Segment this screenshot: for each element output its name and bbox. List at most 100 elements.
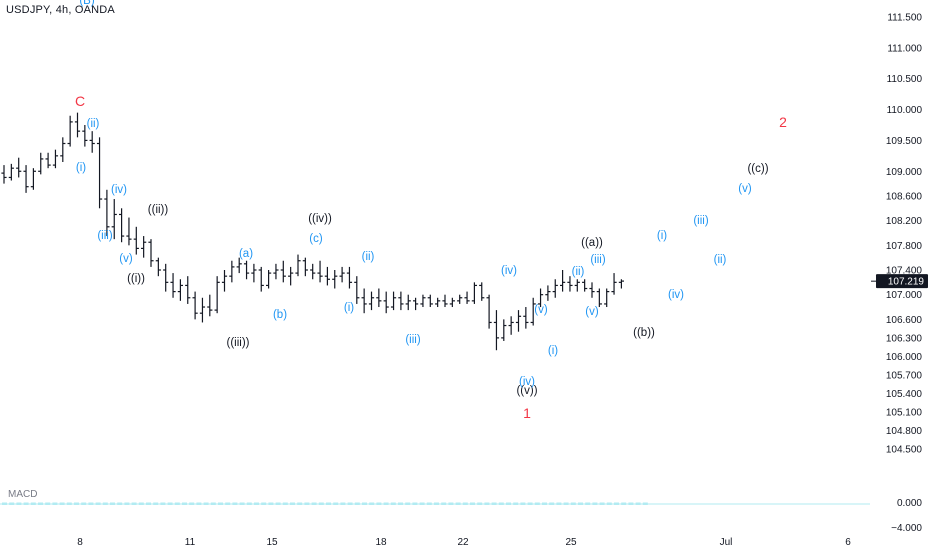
ohlc-bar <box>185 276 191 304</box>
macd-bar <box>549 502 555 505</box>
wave-label: ((ii)) <box>148 204 169 216</box>
macd-bar <box>383 502 389 505</box>
ohlc-bar <box>170 273 176 298</box>
ohlc-bar <box>8 163 14 181</box>
ohlc-bar <box>16 157 22 178</box>
wave-label: 2 <box>779 114 787 130</box>
macd-bar <box>642 502 648 505</box>
ohlc-bar <box>427 294 433 308</box>
macd-bar <box>441 502 447 505</box>
ohlc-bar <box>229 260 235 283</box>
macd-bar <box>434 502 439 505</box>
ohlc-bar <box>243 260 250 280</box>
ohlc-bar <box>82 124 88 147</box>
ohlc-bar <box>530 297 536 326</box>
ohlc-bar <box>545 285 551 301</box>
ohlc-bar <box>398 291 404 311</box>
macd-bar <box>412 502 418 505</box>
wave-label: (v) <box>738 183 752 195</box>
wave-label: ((b)) <box>633 327 655 339</box>
macd-bar <box>484 502 490 505</box>
ohlc-bar <box>493 310 500 351</box>
ohlc-bar <box>111 199 117 240</box>
price-tick-label: 105.100 <box>886 407 923 418</box>
wave-label: (b) <box>273 309 287 321</box>
macd-bar <box>246 502 252 505</box>
macd-bar <box>254 502 259 505</box>
macd-bar <box>88 502 94 505</box>
macd-bar <box>592 502 598 505</box>
wave-label: (ii) <box>572 266 585 278</box>
ohlc-bar <box>405 294 411 311</box>
ohlc-bar <box>552 279 558 298</box>
ohlc-bar <box>45 152 51 169</box>
wave-label: 1 <box>523 405 531 421</box>
price-tick-label: 110.500 <box>887 74 923 85</box>
macd-bar <box>398 502 403 505</box>
macd-bar <box>376 502 382 505</box>
ohlc-bar <box>589 282 595 298</box>
macd-bar <box>297 502 303 505</box>
macd-bar <box>520 502 526 505</box>
macd-bar <box>239 502 245 505</box>
macd-bar <box>419 502 425 505</box>
macd-bar <box>556 502 562 505</box>
ohlc-bar <box>148 239 154 267</box>
ohlc-bar <box>611 273 617 295</box>
macd-bar <box>102 502 108 505</box>
macd-bar <box>333 502 339 505</box>
ohlc-bar <box>133 226 139 255</box>
time-tick-label: Jul <box>720 537 733 548</box>
macd-bar <box>261 502 267 505</box>
macd-bar <box>369 502 375 505</box>
ohlc-bar <box>383 291 389 314</box>
price-tick-label: 110.000 <box>887 105 923 116</box>
macd-bar <box>59 502 65 505</box>
ohlc-bar <box>390 291 397 311</box>
macd-bar <box>304 502 310 505</box>
macd-bar <box>189 502 195 505</box>
ohlc-bar <box>163 263 169 292</box>
macd-bar <box>534 502 540 505</box>
ohlc-bar <box>471 282 477 304</box>
macd-bar <box>513 502 519 505</box>
wave-label: (c) <box>309 233 323 245</box>
wave-label: ((iii)) <box>227 337 250 349</box>
ohlc-bar <box>523 307 529 329</box>
indicator-tick-label: 0.000 <box>897 498 922 509</box>
macd-bar <box>470 502 475 505</box>
ohlc-bar <box>280 260 286 283</box>
wave-label: (iv) <box>668 289 684 301</box>
wave-label: (i) <box>657 230 667 242</box>
wave-label: (B) <box>79 0 95 7</box>
ohlc-bar <box>361 288 367 314</box>
macd-bar <box>318 502 324 505</box>
ohlc-bar <box>251 263 257 283</box>
macd-bar <box>527 502 533 505</box>
macd-bar <box>16 502 22 505</box>
time-tick-label: 11 <box>185 537 196 548</box>
macd-bar <box>282 502 288 505</box>
last-price-value: 107.219 <box>888 277 925 288</box>
macd-bar <box>167 502 173 505</box>
time-tick-label: 22 <box>457 537 469 548</box>
ohlc-bar <box>457 294 463 304</box>
macd-bar <box>52 502 58 505</box>
price-tick-label: 107.400 <box>886 266 923 277</box>
ohlc-bar <box>141 236 147 258</box>
macd-bar <box>218 502 223 505</box>
ohlc-bar <box>60 137 66 163</box>
ohlc-bar <box>155 257 161 277</box>
macd-bar <box>275 502 281 505</box>
ohlc-bar <box>67 115 73 147</box>
macd-bar <box>30 502 36 505</box>
price-tick-label: 104.800 <box>886 426 923 437</box>
indicator-tick-label: −4.000 <box>891 523 922 534</box>
macd-bar <box>390 502 396 505</box>
macd-bar <box>95 502 101 505</box>
macd-bar <box>225 502 231 505</box>
ohlc-bar <box>464 291 470 304</box>
ohlc-bar <box>324 266 330 286</box>
macd-bar <box>614 502 619 505</box>
